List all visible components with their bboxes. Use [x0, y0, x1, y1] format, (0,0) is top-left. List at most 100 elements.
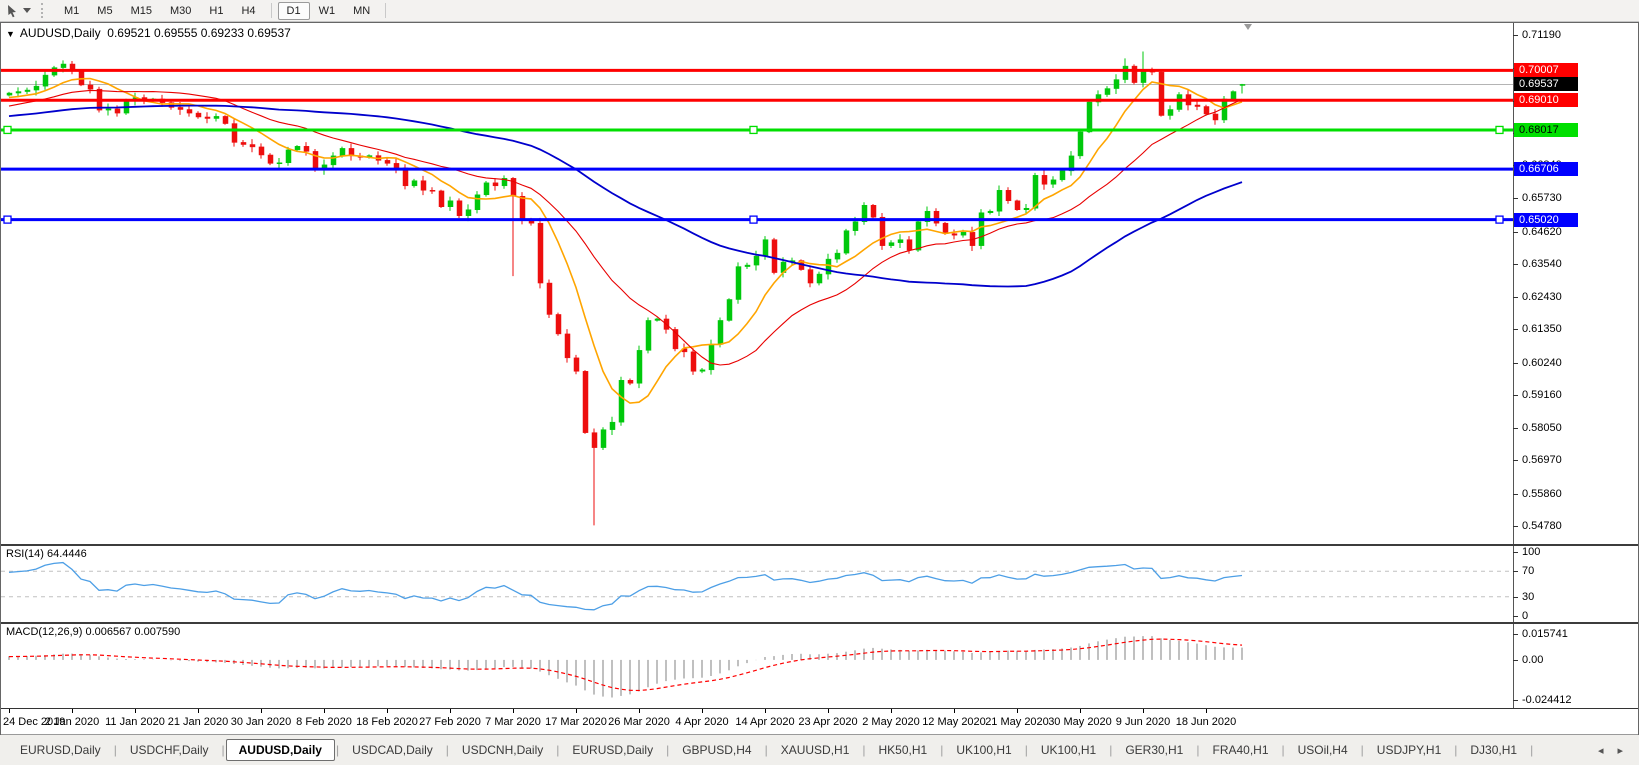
date-label: 24 Dec 2019: [3, 716, 66, 728]
toolbar-grip-handle[interactable]: [41, 3, 47, 18]
rsi-label: RSI(14) 64.4446: [6, 548, 87, 560]
candlestick-chart: [1, 51, 1513, 526]
line-handle[interactable]: [3, 125, 12, 135]
tab-usdcad-daily-3[interactable]: USDCAD,Daily: [352, 743, 433, 757]
rsi-tick: [1513, 616, 1518, 617]
rsi-tick-label: 0: [1522, 610, 1529, 622]
date-tick: [135, 709, 136, 713]
tab-ger30-h1-11[interactable]: GER30,H1: [1125, 743, 1184, 757]
moving-average-line-8: [8, 77, 1243, 404]
date-tick: [765, 709, 766, 713]
main-price-pane: ▼ AUDUSD,Daily 0.69521 0.69555 0.69233 0.…: [1, 23, 1638, 546]
date-label: 30 May 2020: [1048, 716, 1112, 728]
price-tick-label: 0.62430: [1522, 291, 1562, 303]
price-tick-label: 0.64620: [1522, 226, 1562, 238]
rsi-indicator-pane: RSI(14) 64.4446 100 70 30 0: [1, 546, 1638, 624]
tab-separator: |: [1530, 743, 1534, 757]
price-tag-0.70007: 0.70007: [1514, 63, 1578, 77]
timeframe-button-m1[interactable]: M1: [64, 4, 80, 17]
date-label: 26 Mar 2020: [608, 716, 670, 728]
toolbar-divider: [270, 3, 272, 18]
rsi-line: [8, 561, 1243, 611]
tab-audusd-daily-2[interactable]: AUDUSD,Daily: [225, 739, 335, 761]
date-label: 8 Feb 2020: [296, 716, 352, 728]
tab-scroll-left-icon[interactable]: ◂: [1597, 744, 1604, 757]
line-handle[interactable]: [1495, 125, 1504, 135]
tab-eurusd-daily-0[interactable]: EURUSD,Daily: [20, 743, 101, 757]
tab-uk100-h1-10[interactable]: UK100,H1: [1040, 743, 1097, 757]
chart-title: ▼ AUDUSD,Daily 0.69521 0.69555 0.69233 0.…: [6, 26, 291, 40]
tab-separator: |: [666, 743, 670, 757]
timeframe-button-m30[interactable]: M30: [169, 4, 192, 17]
timeframe-button-d1[interactable]: D1: [277, 1, 310, 20]
tab-gbpusd-h4-6[interactable]: GBPUSD,H4: [682, 743, 752, 757]
tab-scroll-arrows: ◂ ▸: [1598, 744, 1631, 757]
date-label: 11 Jan 2020: [105, 716, 165, 728]
top-toolbar: M1 M5 M15 M30 H1 H4 D1 W1 MN: [0, 0, 1639, 22]
macd-chart: [8, 636, 1243, 698]
timeframe-button-h1[interactable]: H1: [209, 4, 224, 17]
tab-xauusd-h1-7[interactable]: XAUUSD,H1: [780, 743, 850, 757]
line-handle[interactable]: [1495, 215, 1504, 224]
tab-usdchf-daily-1[interactable]: USDCHF,Daily: [129, 743, 209, 757]
tab-usoil-h4-13[interactable]: USOil,H4: [1297, 743, 1348, 757]
chart-window: ▼ AUDUSD,Daily 0.69521 0.69555 0.69233 0.…: [0, 22, 1639, 735]
timeframe-button-w1[interactable]: W1: [318, 4, 336, 17]
tab-dj30-h1-15[interactable]: DJ30,H1: [1470, 743, 1518, 757]
price-tick: [1513, 428, 1518, 429]
date-label: 27 Feb 2020: [419, 716, 481, 728]
chart-title-dropdown-icon[interactable]: ▼: [6, 29, 15, 39]
rsi-tick: [1513, 571, 1518, 572]
tab-separator: |: [335, 743, 340, 757]
tab-usdcnh-daily-4[interactable]: USDCNH,Daily: [461, 743, 544, 757]
price-tick-label: 0.54780: [1522, 520, 1562, 532]
timeframe-button-m15[interactable]: M15: [130, 4, 152, 17]
price-tick: [1513, 460, 1518, 461]
date-tick: [1206, 709, 1207, 713]
price-tick: [1513, 363, 1518, 364]
tab-fra40-h1-12[interactable]: FRA40,H1: [1212, 743, 1269, 757]
date-label: 23 Apr 2020: [798, 716, 858, 728]
timeframe-button-mn[interactable]: MN: [353, 4, 371, 17]
rsi-chart: [1, 561, 1513, 611]
tab-usdjpy-h1-14[interactable]: USDJPY,H1: [1376, 743, 1442, 757]
rsi-tick-label: 70: [1522, 565, 1535, 577]
macd-tick-label: -0.024412: [1522, 694, 1572, 706]
date-label: 14 Apr 2020: [735, 716, 795, 728]
tab-separator: |: [764, 743, 768, 757]
date-tick: [702, 709, 703, 713]
date-label: 4 Apr 2020: [675, 716, 729, 728]
symbol-timeframe-label: AUDUSD,Daily: [19, 26, 101, 40]
line-handle[interactable]: [749, 125, 758, 135]
line-handle[interactable]: [749, 215, 758, 224]
timeframe-buttons: M1 M5 M15 M30 H1 H4 D1 W1 MN: [55, 1, 392, 20]
date-label: 30 Jan 2020: [230, 716, 292, 728]
tab-eurusd-daily-5[interactable]: EURUSD,Daily: [572, 743, 654, 757]
cursor-tool-dropdown-icon[interactable]: [23, 8, 31, 13]
price-tick-label: 0.60240: [1522, 357, 1562, 369]
date-label: 2 Jan 2020: [44, 716, 100, 728]
timeframe-button-h4[interactable]: H4: [241, 4, 256, 17]
price-tag-0.65020: 0.65020: [1514, 213, 1578, 227]
tab-separator: |: [1109, 743, 1113, 757]
price-tick: [1513, 329, 1518, 330]
date-tick: [261, 709, 262, 713]
cursor-tool-icon[interactable]: [4, 3, 22, 19]
rsi-tick-label: 100: [1522, 546, 1541, 558]
tab-separator: |: [221, 743, 225, 757]
tab-hk50-h1-8[interactable]: HK50,H1: [878, 743, 928, 757]
tab-scroll-right-icon[interactable]: ▸: [1617, 744, 1623, 757]
tab-uk100-h1-9[interactable]: UK100,H1: [956, 743, 1012, 757]
date-tick: [576, 709, 577, 713]
price-tick: [1513, 232, 1518, 233]
macd-tick: [1513, 634, 1518, 635]
timeframe-button-m5[interactable]: M5: [97, 4, 113, 17]
macd-tick: [1513, 700, 1518, 701]
date-label: 21 May 2020: [985, 716, 1049, 728]
line-handle[interactable]: [3, 215, 12, 224]
tab-separator: |: [1281, 743, 1285, 757]
date-label: 7 Mar 2020: [485, 716, 541, 728]
price-tick: [1513, 526, 1518, 527]
chart-shift-marker: [1244, 24, 1252, 30]
toolbar-divider: [385, 3, 387, 18]
